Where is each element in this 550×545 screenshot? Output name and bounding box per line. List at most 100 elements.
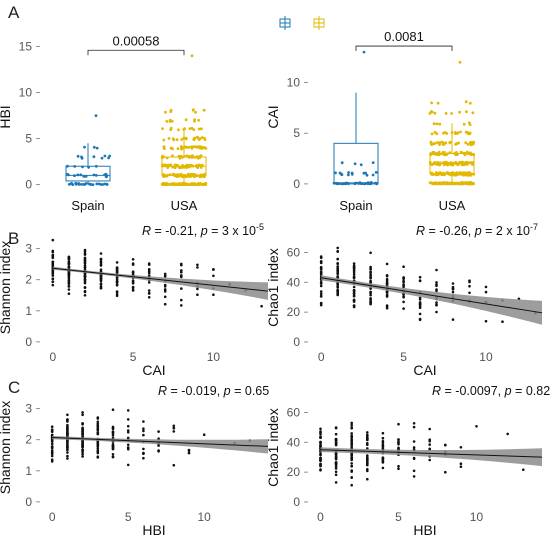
y-axis-label: CAI: [265, 105, 281, 128]
data-point: [50, 442, 54, 446]
data-point: [381, 436, 385, 440]
regression-line: [320, 449, 543, 458]
data-point: [164, 110, 167, 114]
data-point: [466, 131, 470, 135]
data-point: [195, 165, 199, 169]
data-point: [455, 151, 458, 154]
data-point: [131, 280, 135, 284]
annotation-exponent: -7: [530, 222, 538, 232]
data-point: [472, 172, 476, 176]
x-tick-label: 0: [50, 350, 57, 364]
annotation-part: = -0.019,: [167, 384, 224, 398]
data-point: [50, 429, 54, 433]
data-point: [67, 261, 71, 264]
data-point: [484, 319, 488, 323]
annotation-part: = 0.82: [512, 384, 550, 398]
data-point: [366, 454, 369, 457]
data-point: [338, 171, 342, 175]
data-point: [428, 427, 432, 431]
data-point: [347, 171, 350, 174]
y-tick-label: 1: [25, 464, 32, 478]
data-point: [190, 156, 194, 159]
data-point: [350, 172, 354, 176]
data-point: [50, 445, 54, 448]
data-point: [96, 431, 100, 435]
data-point: [81, 413, 84, 417]
data-point: [381, 444, 385, 448]
data-point: [319, 458, 322, 462]
data-point: [431, 172, 434, 176]
data-point: [99, 274, 103, 277]
x-tick-label: Spain: [339, 198, 372, 213]
data-point: [459, 130, 462, 134]
data-point: [162, 174, 165, 178]
data-point: [418, 303, 422, 306]
data-point: [81, 422, 84, 426]
data-point: [77, 183, 81, 186]
data-point: [369, 182, 373, 185]
data-point: [466, 142, 470, 146]
y-axis-label: Shannon index: [0, 401, 13, 494]
data-point: [190, 54, 194, 58]
data-point: [470, 162, 474, 166]
data-point: [81, 435, 84, 438]
data-point: [438, 161, 442, 165]
data-point: [375, 182, 379, 186]
data-point: [429, 110, 433, 113]
data-point: [163, 285, 167, 288]
data-point: [96, 425, 100, 428]
data-point: [334, 432, 338, 436]
data-point: [443, 151, 446, 154]
x-tick-label: 10: [207, 350, 221, 364]
data-point: [131, 262, 135, 265]
x-tick-label: 5: [400, 350, 407, 364]
data-point: [366, 456, 369, 459]
data-point: [355, 181, 359, 185]
y-tick-label: 5: [25, 132, 32, 146]
data-point: [451, 287, 455, 291]
data-point: [440, 152, 444, 156]
data-point: [362, 50, 366, 54]
data-point: [359, 163, 363, 167]
data-point: [385, 306, 389, 310]
data-point: [412, 446, 416, 449]
data-point: [67, 266, 71, 269]
significance-bracket: [87, 49, 185, 56]
data-point: [366, 477, 369, 481]
data-point: [147, 289, 151, 292]
data-point: [336, 246, 340, 250]
data-point: [67, 282, 71, 286]
y-tick-label: 3: [25, 402, 32, 416]
data-point: [66, 454, 69, 458]
data-point: [350, 454, 354, 457]
y-tick-label: 20: [287, 305, 301, 319]
data-point: [334, 467, 338, 470]
data-point: [459, 182, 463, 185]
data-point: [99, 283, 103, 286]
x-tick-label: USA: [171, 198, 198, 213]
data-point: [179, 182, 183, 186]
data-point: [170, 119, 174, 123]
data-point: [182, 128, 186, 131]
x-axis-label: HBI: [413, 522, 436, 538]
data-point: [147, 268, 151, 271]
p-value-label: 0.00058: [113, 33, 160, 48]
data-point: [165, 174, 168, 178]
data-point: [191, 164, 195, 168]
data-point: [82, 183, 86, 186]
data-point: [436, 141, 439, 145]
data-point: [374, 171, 378, 174]
data-point: [458, 60, 462, 64]
data-point: [76, 173, 80, 177]
data-point: [458, 110, 461, 114]
data-point: [50, 460, 54, 463]
data-point: [428, 458, 432, 462]
data-point: [369, 281, 372, 284]
x-tick-label: 5: [130, 350, 137, 364]
data-point: [92, 145, 96, 149]
data-point: [202, 108, 206, 112]
data-point: [468, 284, 471, 288]
data-point: [91, 183, 95, 187]
data-point: [429, 141, 433, 145]
data-point: [81, 430, 84, 434]
